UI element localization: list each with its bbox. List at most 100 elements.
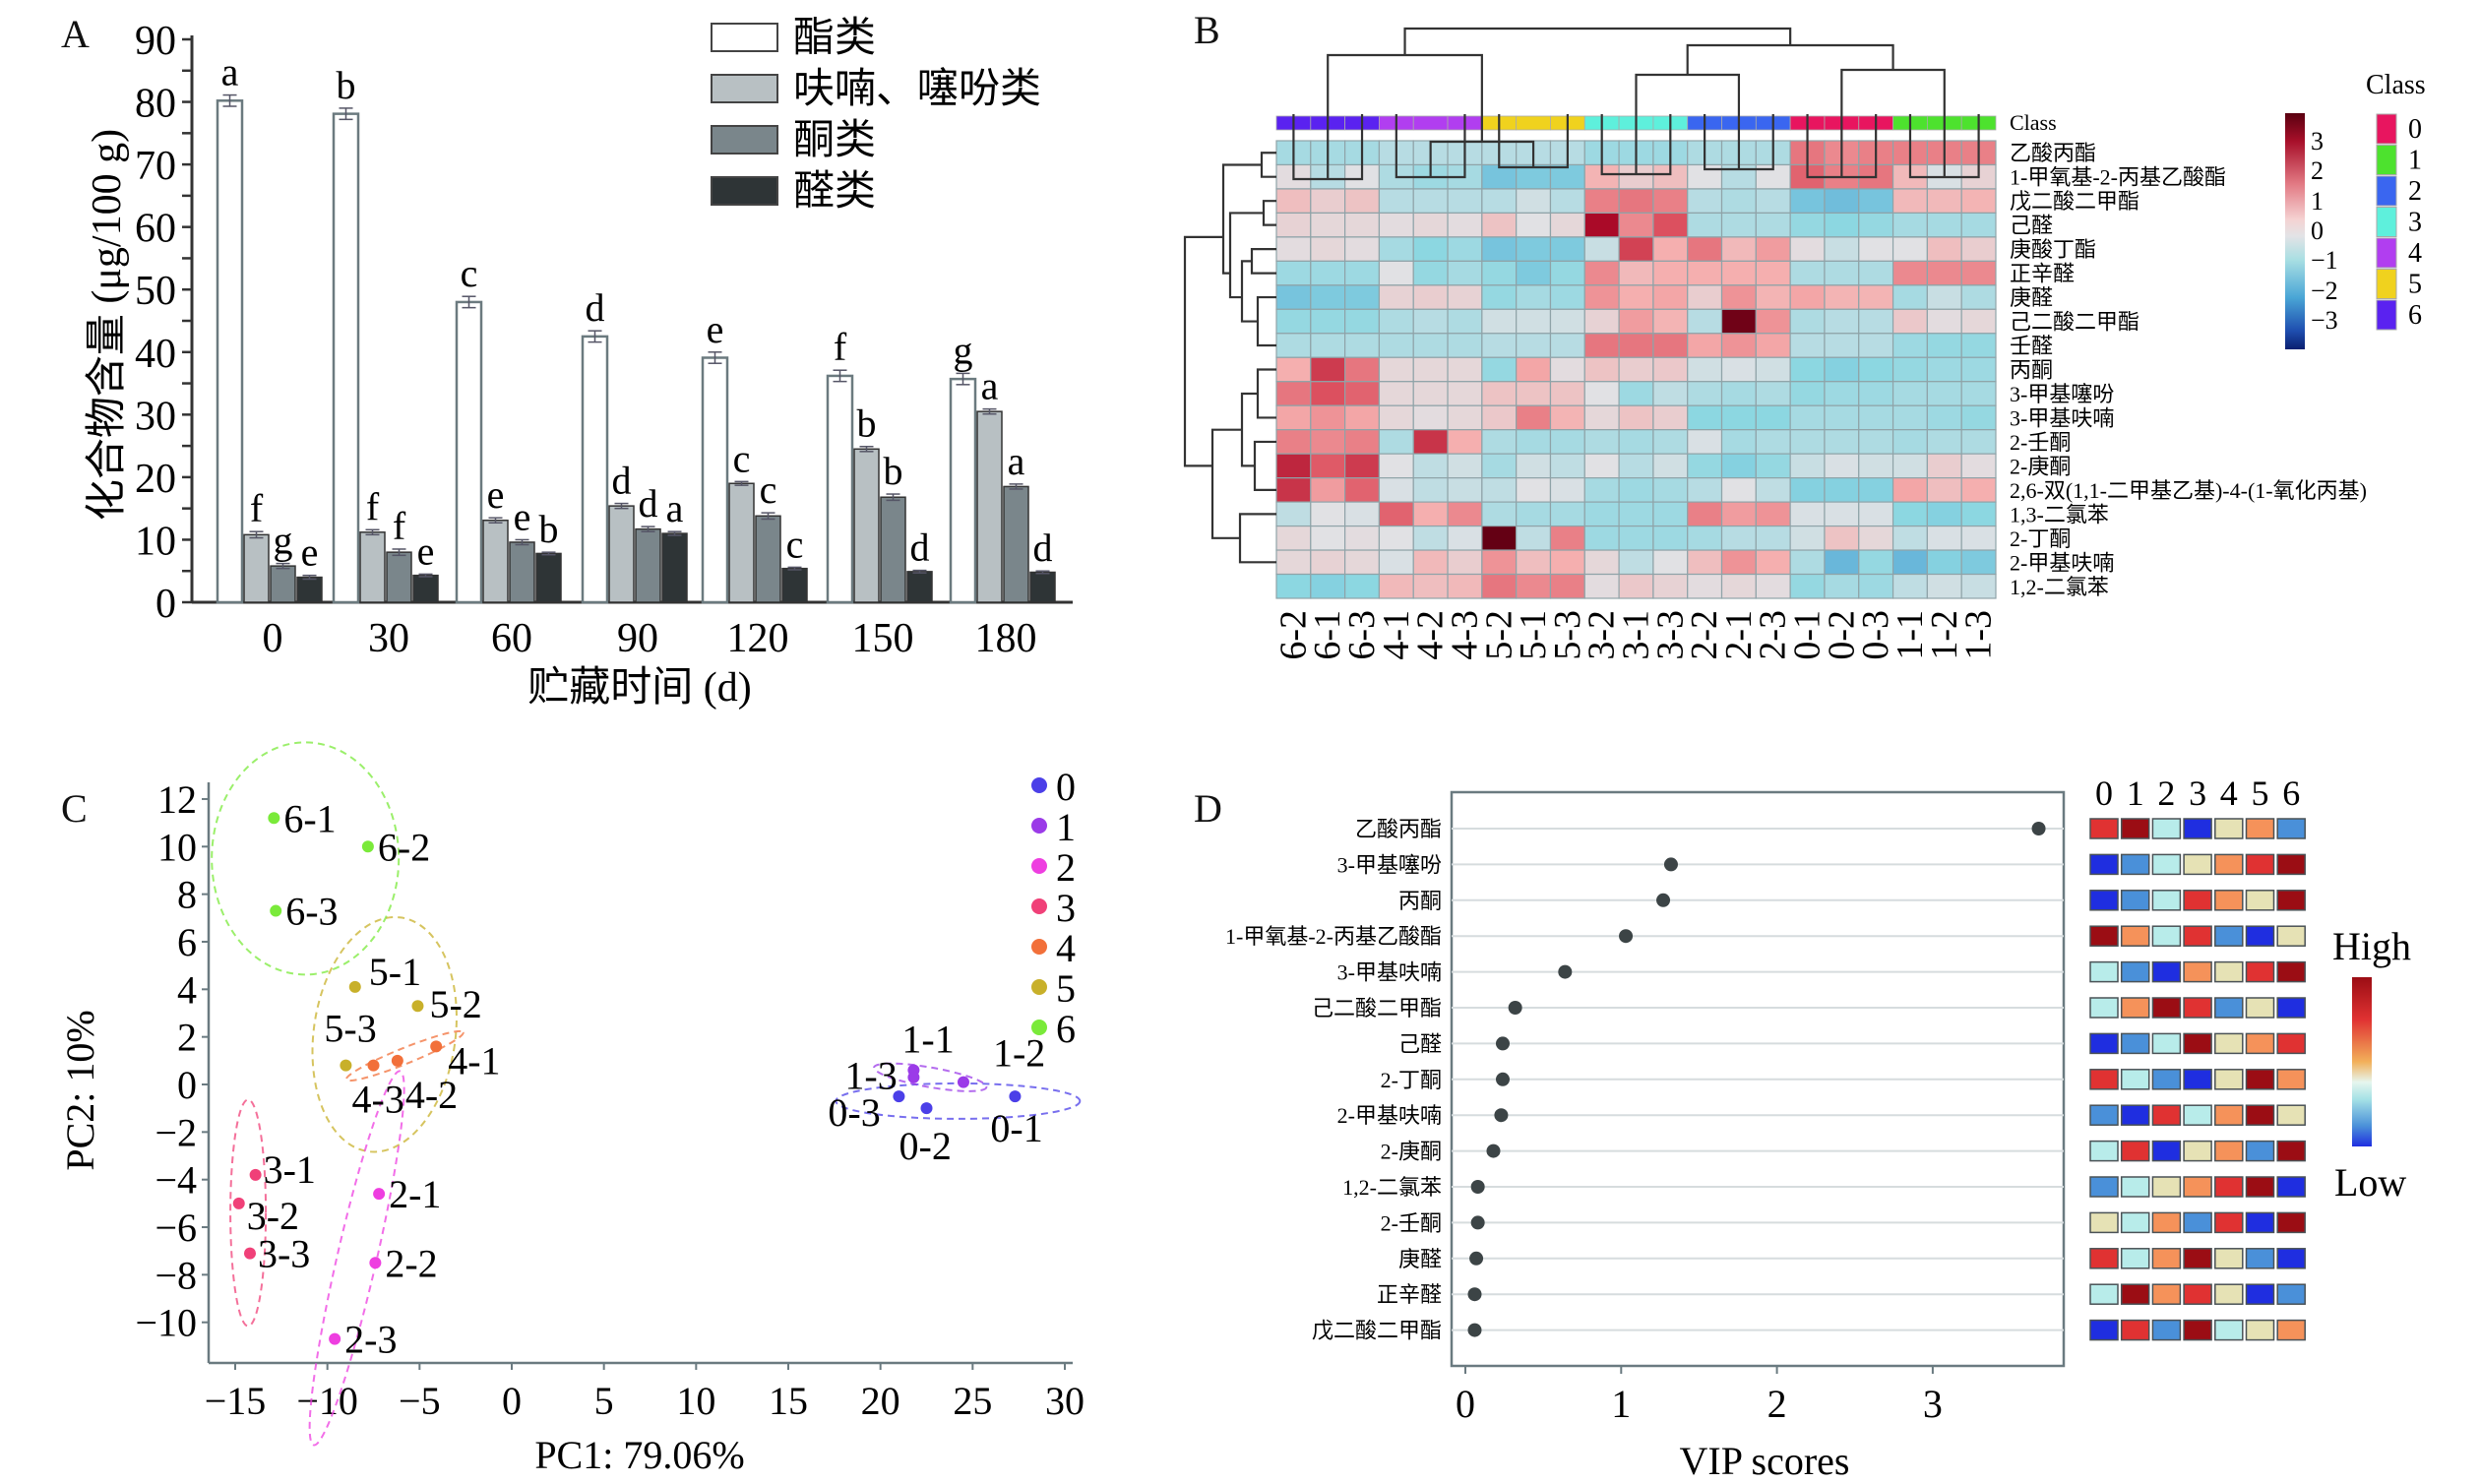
compound-label: 1-甲氧基-2-丙基乙酸酯 (1225, 924, 1442, 949)
heatmap-cell (1891, 404, 1928, 431)
heatmap-cell (1618, 549, 1654, 576)
pca-point-label: 1-1 (901, 1017, 954, 1061)
heatmap-cell (1516, 381, 1552, 406)
heatmap-cell (1926, 284, 1962, 310)
significance-letter: e (301, 530, 319, 575)
column-label: 1-3 (1958, 610, 2000, 660)
vip-point (1558, 964, 1573, 979)
heatmap-cell (1926, 308, 1962, 335)
class-level-cell (2214, 1069, 2244, 1090)
heatmap-cell (1824, 260, 1860, 286)
legend-label: 呋喃、噻吩类 (793, 66, 1041, 112)
y-tick-label: 60 (135, 207, 176, 252)
class-column-label: 2 (2157, 773, 2175, 813)
column-label: 0-3 (1855, 610, 1896, 660)
pca-point-label: 5-3 (324, 1007, 376, 1051)
heatmap-cell (1310, 381, 1346, 406)
heatmap-cell (1378, 212, 1414, 238)
heatmap-cell (1447, 308, 1483, 335)
heatmap-cell (1926, 260, 1962, 286)
heatmap-cell (1858, 573, 1894, 599)
row-dendrogram-branch (1238, 513, 1276, 564)
class-level-cell (2151, 1248, 2182, 1269)
heatmap-cell (1926, 381, 1962, 406)
heatmap-cell (1789, 381, 1826, 406)
bar (826, 374, 854, 604)
heatmap-cell (1687, 356, 1723, 383)
x-tick-label: 10 (676, 1379, 715, 1423)
heatmap-cell (1583, 356, 1620, 383)
heatmap-cell (1583, 236, 1620, 262)
row-dendrogram-branch (1256, 368, 1276, 419)
bar (243, 533, 270, 603)
heatmap-cell (1891, 429, 1928, 455)
x-tick-label: −5 (399, 1379, 441, 1423)
column-label: 0-1 (1787, 610, 1829, 660)
heatmap-cell (1891, 501, 1928, 527)
y-tick-label: 12 (157, 777, 197, 822)
heatmap-cell (1275, 284, 1312, 310)
heatmap-cell (1926, 525, 1962, 551)
heatmap-cell (1824, 429, 1860, 455)
x-tick-label: 1 (1611, 1382, 1631, 1426)
colorbar-tick-label: 1 (2311, 187, 2324, 216)
class-level-cell (2183, 1319, 2212, 1341)
heatmap-cell (1926, 501, 1962, 527)
bar (608, 505, 635, 603)
y-axis-title: 化合物含量 (μg/100 g) (85, 129, 130, 521)
bar (701, 356, 729, 604)
class-row-label: Class (2010, 110, 2057, 135)
heatmap-cell (1310, 188, 1346, 215)
column-label: 6-2 (1272, 610, 1314, 660)
y-tick-label: −10 (135, 1301, 197, 1345)
panel-label-b: B (1194, 8, 1220, 52)
class-level-cell (2120, 925, 2150, 947)
heatmap-cell (1891, 212, 1928, 238)
y-tick-label: 40 (135, 332, 176, 377)
heatmap-cell (1960, 356, 1997, 383)
heatmap-cell (1549, 308, 1585, 335)
heatmap-cell (1720, 477, 1757, 503)
vip-point (1467, 1323, 1482, 1337)
class-level-cell (2089, 1140, 2119, 1162)
heatmap-cell (1583, 404, 1620, 431)
class-level-cell (2151, 960, 2182, 983)
row-label: 己醛 (2010, 214, 2053, 238)
heatmap-cell (1858, 477, 1894, 503)
column-label: 0-2 (1821, 610, 1862, 660)
heatmap-cell (1824, 212, 1860, 238)
compound-label: 乙酸丙酯 (1355, 817, 1442, 841)
heatmap-cell (1824, 333, 1860, 358)
column-label: 2-2 (1684, 610, 1725, 660)
heatmap-cell (1720, 188, 1757, 215)
pca-point (348, 980, 361, 993)
class-level-cell (2214, 1176, 2244, 1198)
class-level-cell (2089, 1211, 2119, 1234)
heatmap-cell (1687, 333, 1723, 358)
significance-letter: c (461, 251, 478, 295)
heatmap-cell (1481, 525, 1518, 551)
significance-letter: e (417, 528, 435, 573)
heatmap-cell (1618, 501, 1654, 527)
bar (853, 448, 880, 603)
heatmap-cell (1720, 525, 1757, 551)
heatmap-cell (1618, 236, 1654, 262)
x-tick-label: 120 (727, 616, 789, 661)
class-level-cell (2276, 1319, 2306, 1341)
heatmap-cell (1858, 188, 1894, 215)
x-tick-label: 30 (1045, 1379, 1085, 1423)
significance-letter: e (514, 494, 531, 538)
heatmap-cell (1275, 525, 1312, 551)
class-column-label: 4 (2220, 773, 2238, 813)
heatmap-cell (1583, 477, 1620, 503)
heatmap-cell (1858, 549, 1894, 576)
heatmap-cell (1344, 501, 1381, 527)
row-label: 3-甲基噻吩 (2010, 382, 2114, 406)
heatmap-cell (1310, 308, 1346, 335)
pca-point-label: 3-1 (264, 1147, 316, 1192)
compound-label: 丙酮 (1398, 889, 1442, 913)
heatmap-cell (1652, 212, 1689, 238)
column-label: 2-1 (1718, 610, 1760, 660)
compound-label: 戊二酸二甲酯 (1312, 1319, 1442, 1343)
